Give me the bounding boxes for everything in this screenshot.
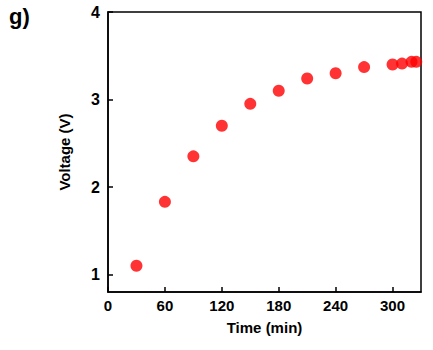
svg-text:Time (min): Time (min) [227, 319, 303, 336]
svg-text:1: 1 [91, 266, 100, 283]
svg-text:3: 3 [91, 91, 100, 108]
svg-text:2: 2 [91, 179, 100, 196]
svg-text:4: 4 [91, 4, 100, 21]
svg-text:120: 120 [209, 297, 234, 314]
svg-text:300: 300 [380, 297, 405, 314]
svg-text:60: 60 [157, 297, 174, 314]
svg-text:180: 180 [266, 297, 291, 314]
svg-text:0: 0 [104, 297, 112, 314]
svg-text:g): g) [9, 4, 30, 29]
svg-text:240: 240 [323, 297, 348, 314]
svg-text:Voltage (V): Voltage (V) [56, 113, 73, 190]
